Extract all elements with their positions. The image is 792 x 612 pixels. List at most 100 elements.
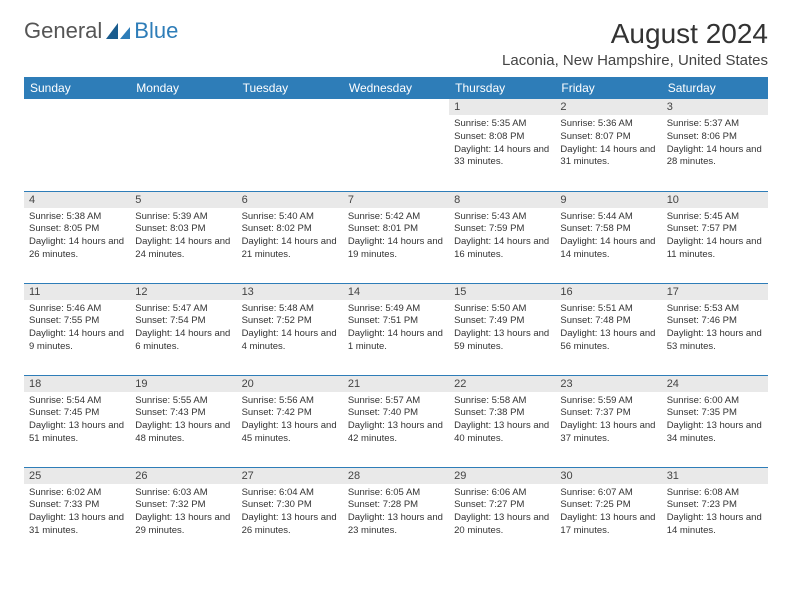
calendar-day: 19Sunrise: 5:55 AMSunset: 7:43 PMDayligh… [130,375,236,467]
calendar-day: 9Sunrise: 5:44 AMSunset: 7:58 PMDaylight… [555,191,661,283]
calendar-day: 15Sunrise: 5:50 AMSunset: 7:49 PMDayligh… [449,283,555,375]
sunrise-line: Sunrise: 6:00 AM [667,395,739,406]
day-details: Sunrise: 5:54 AMSunset: 7:45 PMDaylight:… [24,392,130,451]
brand-logo: General Blue [24,18,178,44]
sunrise-line: Sunrise: 5:45 AM [667,211,739,222]
calendar-day: 1Sunrise: 5:35 AMSunset: 8:08 PMDaylight… [449,99,555,191]
sunset-line: Sunset: 7:40 PM [348,407,418,418]
sunrise-line: Sunrise: 5:43 AM [454,211,526,222]
calendar-day: 7Sunrise: 5:42 AMSunset: 8:01 PMDaylight… [343,191,449,283]
calendar-table: SundayMondayTuesdayWednesdayThursdayFrid… [24,77,768,559]
sunrise-line: Sunrise: 6:07 AM [560,487,632,498]
daylight-line: Daylight: 14 hours and 1 minute. [348,328,443,352]
sunset-line: Sunset: 7:51 PM [348,315,418,326]
sunset-line: Sunset: 7:58 PM [560,223,630,234]
day-number: 31 [662,468,768,484]
day-details: Sunrise: 5:36 AMSunset: 8:07 PMDaylight:… [555,115,661,174]
calendar-day: 16Sunrise: 5:51 AMSunset: 7:48 PMDayligh… [555,283,661,375]
day-number: 16 [555,284,661,300]
day-header: Thursday [449,77,555,99]
day-details: Sunrise: 5:43 AMSunset: 7:59 PMDaylight:… [449,208,555,267]
calendar-day: 5Sunrise: 5:39 AMSunset: 8:03 PMDaylight… [130,191,236,283]
sunset-line: Sunset: 7:27 PM [454,499,524,510]
day-details: Sunrise: 6:03 AMSunset: 7:32 PMDaylight:… [130,484,236,543]
day-details: Sunrise: 5:53 AMSunset: 7:46 PMDaylight:… [662,300,768,359]
sunset-line: Sunset: 7:28 PM [348,499,418,510]
day-details: Sunrise: 6:00 AMSunset: 7:35 PMDaylight:… [662,392,768,451]
sunrise-line: Sunrise: 5:39 AM [135,211,207,222]
brand-part1: General [24,18,102,44]
daylight-line: Daylight: 14 hours and 14 minutes. [560,236,655,260]
page-header: General Blue August 2024 Laconia, New Ha… [24,18,768,69]
sunset-line: Sunset: 7:59 PM [454,223,524,234]
sunset-line: Sunset: 7:37 PM [560,407,630,418]
daylight-line: Daylight: 13 hours and 20 minutes. [454,512,549,536]
day-number: 13 [237,284,343,300]
day-number: 18 [24,376,130,392]
calendar-empty [24,99,130,191]
day-details: Sunrise: 5:55 AMSunset: 7:43 PMDaylight:… [130,392,236,451]
sunrise-line: Sunrise: 5:54 AM [29,395,101,406]
day-number: 20 [237,376,343,392]
day-details: Sunrise: 5:59 AMSunset: 7:37 PMDaylight:… [555,392,661,451]
sunset-line: Sunset: 8:05 PM [29,223,99,234]
calendar-day: 3Sunrise: 5:37 AMSunset: 8:06 PMDaylight… [662,99,768,191]
calendar-day: 11Sunrise: 5:46 AMSunset: 7:55 PMDayligh… [24,283,130,375]
sunrise-line: Sunrise: 6:05 AM [348,487,420,498]
day-details: Sunrise: 6:06 AMSunset: 7:27 PMDaylight:… [449,484,555,543]
daylight-line: Daylight: 13 hours and 26 minutes. [242,512,337,536]
calendar-day: 29Sunrise: 6:06 AMSunset: 7:27 PMDayligh… [449,467,555,559]
daylight-line: Daylight: 14 hours and 11 minutes. [667,236,762,260]
day-details: Sunrise: 6:05 AMSunset: 7:28 PM Daylight:… [343,484,449,543]
sunrise-line: Sunrise: 5:53 AM [667,303,739,314]
day-details: Sunrise: 5:57 AMSunset: 7:40 PMDaylight:… [343,392,449,451]
sunset-line: Sunset: 7:23 PM [667,499,737,510]
sunset-line: Sunset: 7:55 PM [29,315,99,326]
sunrise-line: Sunrise: 5:58 AM [454,395,526,406]
sunrise-line: Sunrise: 5:40 AM [242,211,314,222]
day-details: Sunrise: 5:38 AMSunset: 8:05 PMDaylight:… [24,208,130,267]
brand-sail-icon [104,21,132,41]
day-details: Sunrise: 5:40 AMSunset: 8:02 PMDaylight:… [237,208,343,267]
daylight-line: Daylight: 13 hours and 45 minutes. [242,420,337,444]
sunrise-line: Sunrise: 5:48 AM [242,303,314,314]
calendar-week: 11Sunrise: 5:46 AMSunset: 7:55 PMDayligh… [24,283,768,375]
sunrise-line: Sunrise: 6:04 AM [242,487,314,498]
calendar-day: 27Sunrise: 6:04 AMSunset: 7:30 PMDayligh… [237,467,343,559]
daylight-line: Daylight: 13 hours and 31 minutes. [29,512,124,536]
sunset-line: Sunset: 7:30 PM [242,499,312,510]
sunrise-line: Sunrise: 6:08 AM [667,487,739,498]
day-details: Sunrise: 5:48 AMSunset: 7:52 PMDaylight:… [237,300,343,359]
daylight-line: Daylight: 14 hours and 31 minutes. [560,144,655,168]
calendar-day: 6Sunrise: 5:40 AMSunset: 8:02 PMDaylight… [237,191,343,283]
daylight-line: Daylight: 14 hours and 33 minutes. [454,144,549,168]
sunset-line: Sunset: 7:32 PM [135,499,205,510]
daylight-line: Daylight: 13 hours and 34 minutes. [667,420,762,444]
day-number: 12 [130,284,236,300]
calendar-day: 2Sunrise: 5:36 AMSunset: 8:07 PMDaylight… [555,99,661,191]
daylight-line: Daylight: 14 hours and 9 minutes. [29,328,124,352]
daylight-line: Daylight: 13 hours and 23 minutes. [348,512,443,536]
calendar-day: 26Sunrise: 6:03 AMSunset: 7:32 PMDayligh… [130,467,236,559]
sunrise-line: Sunrise: 5:35 AM [454,118,526,129]
day-details: Sunrise: 6:02 AMSunset: 7:33 PMDaylight:… [24,484,130,543]
calendar-day: 17Sunrise: 5:53 AMSunset: 7:46 PMDayligh… [662,283,768,375]
sunrise-line: Sunrise: 6:03 AM [135,487,207,498]
day-details: Sunrise: 5:46 AMSunset: 7:55 PMDaylight:… [24,300,130,359]
calendar-day: 18Sunrise: 5:54 AMSunset: 7:45 PMDayligh… [24,375,130,467]
day-number: 1 [449,99,555,115]
day-details: Sunrise: 5:35 AMSunset: 8:08 PMDaylight:… [449,115,555,174]
day-header-row: SundayMondayTuesdayWednesdayThursdayFrid… [24,77,768,99]
daylight-line: Daylight: 13 hours and 17 minutes. [560,512,655,536]
calendar-week: 1Sunrise: 5:35 AMSunset: 8:08 PMDaylight… [24,99,768,191]
calendar-day: 23Sunrise: 5:59 AMSunset: 7:37 PMDayligh… [555,375,661,467]
calendar-day: 13Sunrise: 5:48 AMSunset: 7:52 PMDayligh… [237,283,343,375]
sunset-line: Sunset: 7:45 PM [29,407,99,418]
day-number: 2 [555,99,661,115]
daylight-line: Daylight: 14 hours and 19 minutes. [348,236,443,260]
sunrise-line: Sunrise: 5:59 AM [560,395,632,406]
daylight-line: Daylight: 14 hours and 4 minutes. [242,328,337,352]
sunrise-line: Sunrise: 5:51 AM [560,303,632,314]
day-number: 26 [130,468,236,484]
title-block: August 2024 Laconia, New Hampshire, Unit… [502,18,768,69]
